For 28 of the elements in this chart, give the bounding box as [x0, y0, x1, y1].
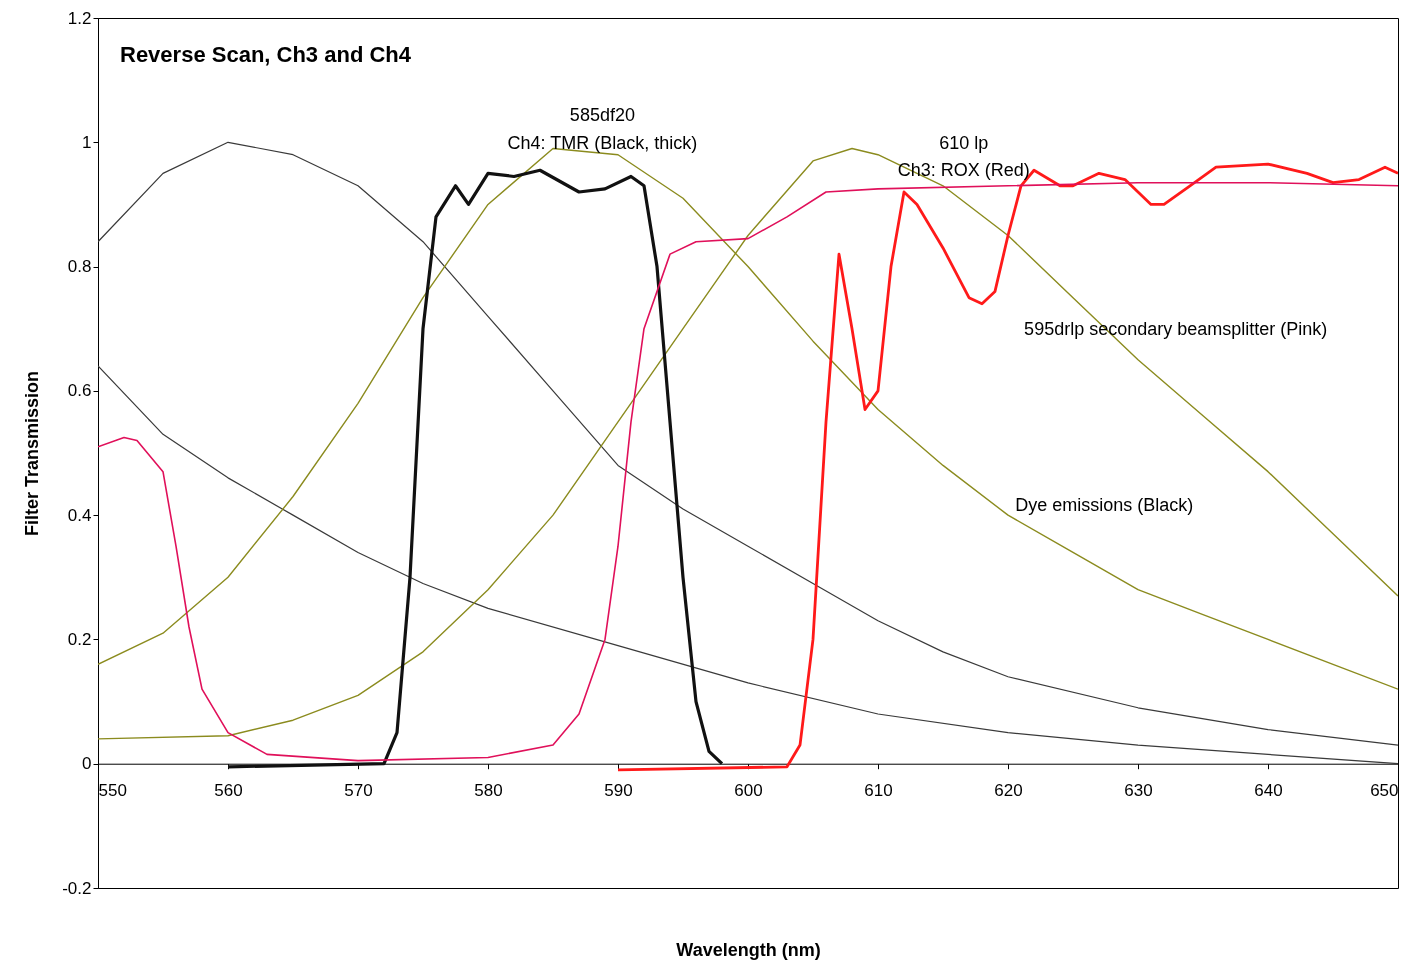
x-tick-label: 560 [214, 781, 243, 801]
annotation: 585df20 [569, 105, 635, 126]
x-tick-label: 640 [1254, 781, 1283, 801]
y-tick-label: 1.2 [67, 8, 92, 28]
y-tick-label: 0.2 [67, 629, 92, 649]
annotation: 610 lp [939, 133, 989, 154]
x-tick-label: 580 [474, 781, 503, 801]
y-tick-label: -0.2 [62, 878, 92, 898]
x-tick-label: 600 [734, 781, 763, 801]
text: Reverse Scan, Ch3 and Ch4 [120, 42, 412, 67]
annotation: Dye emissions (Black) [1015, 495, 1194, 516]
y-tick-label: 0.8 [67, 257, 92, 277]
x-axis-title: Wavelength (nm) [676, 939, 821, 960]
x-tick-label: 550 [98, 781, 127, 801]
x-tick-label: 590 [604, 781, 633, 801]
annotation: Ch4: TMR (Black, thick) [507, 133, 698, 154]
x-tick-label: 650 [1370, 781, 1399, 801]
x-tick-label: 630 [1124, 781, 1153, 801]
x-tick-label: 570 [344, 781, 373, 801]
x-tick-label: 620 [994, 781, 1023, 801]
y-tick-label: 1 [82, 132, 92, 152]
y-axis-title: Filter Transmission [22, 370, 43, 537]
y-tick-label: 0 [82, 754, 92, 774]
y-tick-label: 0.4 [67, 505, 92, 525]
y-tick-label: 0.6 [67, 381, 92, 401]
x-tick-label: 610 [864, 781, 893, 801]
line-series [226, 168, 724, 769]
line-series [616, 162, 1398, 772]
